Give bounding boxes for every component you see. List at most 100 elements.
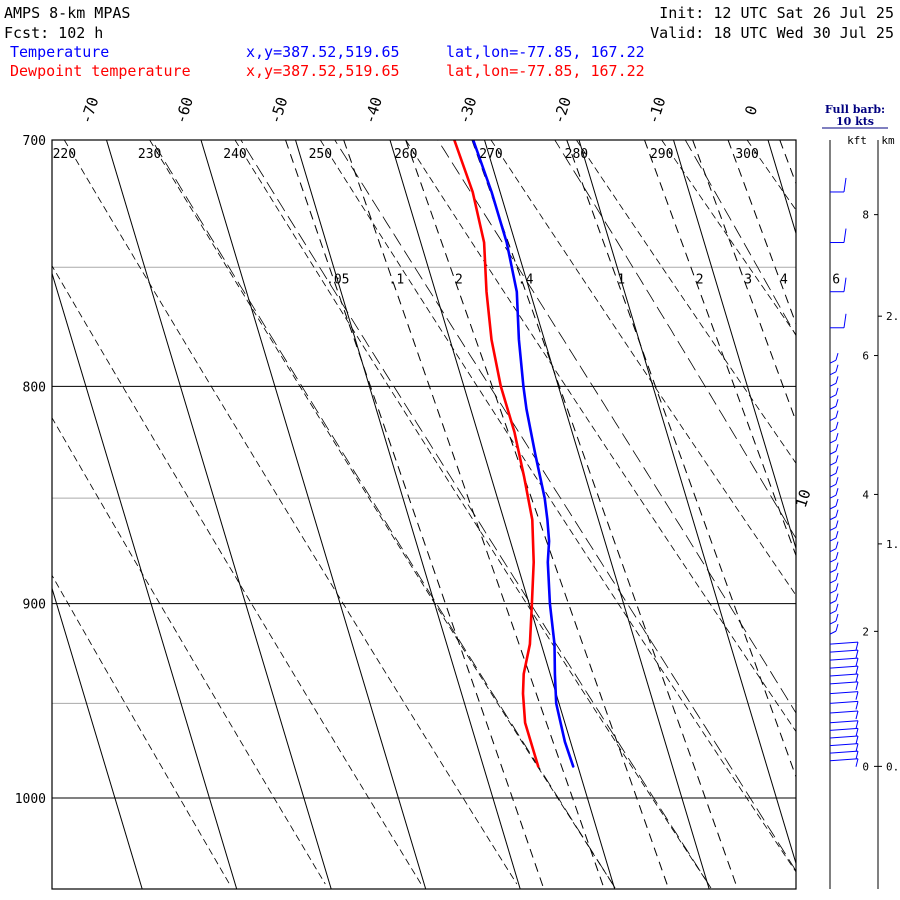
wind-barb-shaft bbox=[829, 630, 837, 635]
wind-barb-feather bbox=[835, 387, 839, 395]
wind-barb-shaft bbox=[829, 600, 837, 605]
dewpoint-profile bbox=[453, 140, 540, 768]
dry-adiabat-line bbox=[149, 140, 613, 885]
moist-adiabat-line bbox=[554, 140, 796, 540]
wind-key-line2: 10 kts bbox=[836, 115, 874, 128]
isobar-label: 1000 bbox=[15, 792, 46, 807]
dry-adiabat-line bbox=[490, 140, 796, 597]
wind-barb bbox=[829, 657, 859, 667]
dry-adiabat-line bbox=[234, 140, 709, 885]
wind-barb bbox=[829, 743, 859, 752]
isotherm-label: -60 bbox=[171, 95, 196, 126]
dry-adiabat-label: 250 bbox=[309, 147, 332, 162]
temperature-profile bbox=[471, 140, 575, 768]
wind-barb-feather bbox=[835, 444, 839, 452]
wind-barb bbox=[829, 593, 839, 605]
wind-barb bbox=[829, 376, 839, 387]
dry-adiabat-line bbox=[746, 140, 796, 211]
wind-barb-shaft bbox=[829, 439, 837, 444]
wind-barb bbox=[829, 673, 859, 683]
wind-barb-feather bbox=[855, 728, 859, 737]
wind-barb-feather bbox=[835, 623, 839, 632]
wind-barb-feather bbox=[843, 228, 847, 243]
wind-barb-shaft bbox=[829, 589, 837, 594]
dry-adiabat-line bbox=[63, 140, 518, 885]
isotherm-line bbox=[200, 140, 427, 889]
dry-adiabat-label: 280 bbox=[565, 147, 588, 162]
wind-barb bbox=[829, 613, 839, 625]
init-time: Init: 12 UTC Sat 26 Jul 25 bbox=[659, 4, 894, 22]
mixing-ratio-line bbox=[779, 140, 796, 185]
km-label: 2. bbox=[886, 310, 899, 323]
legend-dewpoint-xy: x,y=387.52,519.65 bbox=[246, 62, 400, 80]
wind-barb-feather bbox=[835, 530, 839, 539]
mixing-ratio-line bbox=[285, 140, 545, 889]
wind-barb bbox=[830, 228, 847, 244]
wind-barb-feather bbox=[835, 520, 839, 528]
isotherm-line bbox=[106, 140, 332, 889]
wind-barb bbox=[829, 399, 839, 410]
dry-adiabat-line bbox=[576, 140, 796, 464]
wind-barb-feather bbox=[835, 477, 839, 485]
wind-barb-feather bbox=[835, 562, 839, 570]
wind-barb bbox=[829, 649, 859, 659]
wind-barb bbox=[829, 498, 839, 510]
mixing-ratio-line bbox=[727, 140, 796, 326]
kft-label: 6 bbox=[862, 350, 869, 363]
wind-barb bbox=[829, 530, 839, 542]
wind-barb-feather bbox=[855, 691, 859, 700]
isotherm-line bbox=[389, 140, 616, 889]
wind-barb bbox=[829, 691, 859, 700]
wind-barb-shaft bbox=[829, 657, 859, 661]
wind-barb-shaft bbox=[829, 483, 837, 488]
dry-adiabat-label: 240 bbox=[223, 147, 246, 162]
wind-barb-feather bbox=[835, 432, 839, 441]
wind-barb-feather bbox=[855, 743, 859, 752]
wind-barb-feather bbox=[835, 352, 839, 361]
mixing-ratio-label: .1 bbox=[389, 273, 405, 288]
moist-adiabat-line bbox=[151, 140, 616, 889]
wind-barb-feather bbox=[835, 541, 839, 549]
wind-barb-feather bbox=[855, 758, 859, 767]
dry-adiabat-line bbox=[52, 416, 326, 885]
mixing-ratio-label: .4 bbox=[518, 273, 534, 288]
wind-barb-feather bbox=[855, 642, 859, 651]
wind-barb-shaft bbox=[829, 710, 859, 714]
isotherm-line bbox=[295, 140, 521, 889]
isotherm-label: -70 bbox=[77, 95, 102, 126]
dry-adiabat-line bbox=[405, 140, 796, 733]
wind-barb-feather bbox=[835, 488, 839, 496]
wind-barb bbox=[829, 750, 859, 760]
km-label: 1. bbox=[886, 538, 899, 551]
wind-barb-shaft bbox=[829, 735, 859, 739]
wind-barb-shaft bbox=[829, 405, 837, 410]
wind-barb-shaft bbox=[829, 394, 837, 399]
wind-barb-feather bbox=[843, 177, 847, 193]
wind-barb-shaft bbox=[829, 359, 837, 364]
isotherm-line bbox=[52, 586, 143, 889]
dry-adiabat-label: 260 bbox=[394, 147, 417, 162]
plot-frame bbox=[51, 139, 797, 890]
isotherm-line bbox=[484, 140, 710, 889]
isotherm-label: -40 bbox=[360, 95, 385, 126]
wind-barb-shaft bbox=[829, 382, 837, 387]
dry-adiabat-line bbox=[52, 574, 230, 885]
kft-label: kft bbox=[847, 134, 867, 147]
isobar-label: 700 bbox=[23, 134, 46, 149]
isotherm-line bbox=[673, 140, 796, 551]
moist-adiabat-line bbox=[437, 140, 796, 714]
wind-barb-column: 0 2 4 6 8 0. 1. 2. bbox=[829, 140, 899, 889]
legend-temperature-xy: x,y=387.52,519.65 bbox=[246, 43, 400, 61]
wind-barb-shaft bbox=[829, 548, 837, 553]
wind-barb-feather bbox=[835, 376, 839, 384]
wind-barb-feather bbox=[855, 665, 859, 675]
dry-adiabat-line bbox=[52, 265, 422, 885]
wind-barb-shaft bbox=[829, 673, 859, 677]
wind-barb-shaft bbox=[829, 461, 837, 466]
isotherm-label: 10 bbox=[792, 487, 815, 510]
wind-barb-feather bbox=[855, 710, 859, 720]
dry-adiabat-label: 270 bbox=[479, 147, 502, 162]
wind-barb-shaft bbox=[829, 720, 859, 724]
minor-isobars bbox=[52, 266, 796, 704]
